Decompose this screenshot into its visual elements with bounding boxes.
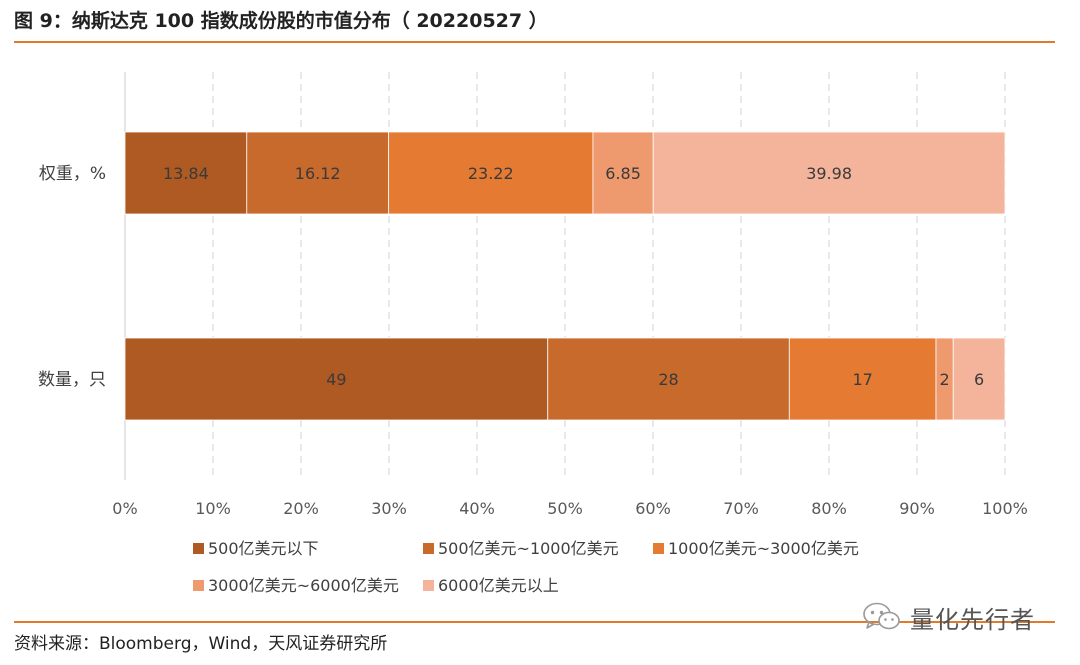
data-label: 13.84 — [163, 164, 209, 183]
legend: 500亿美元以下 500亿美元~1000亿美元 1000亿美元~3000亿美元 300… — [193, 539, 859, 595]
x-tick-label: 90% — [899, 499, 935, 518]
legend-label: 500亿美元~1000亿美元 — [438, 539, 619, 558]
data-label: 17 — [852, 370, 872, 389]
bar-segment — [652, 131, 1006, 215]
x-axis-ticks: 0% 10% 20% 30% 40% 50% 60% 70% 80% 90% 100% — [112, 499, 1028, 518]
bar-segment — [788, 337, 937, 421]
wechat-icon — [863, 602, 900, 630]
y-axis-categories: 权重，% 数量，只 — [38, 164, 106, 390]
x-tick-label: 60% — [635, 499, 671, 518]
bar-segment — [246, 131, 390, 215]
data-label: 6.85 — [605, 164, 641, 183]
legend-item: 3000亿美元~6000亿美元 — [193, 576, 399, 595]
legend-item: 1000亿美元~3000亿美元 — [653, 539, 859, 558]
legend-swatch — [423, 543, 434, 554]
legend-label: 6000亿美元以上 — [438, 576, 559, 595]
category-label: 数量，只 — [38, 370, 106, 390]
legend-item: 6000亿美元以上 — [423, 576, 559, 595]
legend-swatch — [193, 580, 204, 591]
data-label: 2 — [940, 370, 950, 389]
data-label: 28 — [658, 370, 678, 389]
source-note: 资料来源：Bloomberg，Wind，天风证券研究所 — [14, 634, 388, 654]
x-tick-label: 100% — [982, 499, 1028, 518]
bar-segment — [124, 337, 549, 421]
data-label: 49 — [326, 370, 346, 389]
bar-segment — [592, 131, 654, 215]
legend-swatch — [653, 543, 664, 554]
category-label: 权重，% — [39, 164, 106, 184]
bar-segment — [547, 337, 790, 421]
legend-label: 1000亿美元~3000亿美元 — [668, 539, 859, 558]
bar-segment — [388, 131, 594, 215]
legend-item: 500亿美元~1000亿美元 — [423, 539, 619, 558]
watermark-text: 量化先行者 — [910, 605, 1035, 634]
bar-segment — [952, 337, 1006, 421]
source-divider — [14, 621, 1055, 623]
x-tick-label: 20% — [283, 499, 319, 518]
data-label: 23.22 — [468, 164, 514, 183]
watermark: 量化先行者 — [862, 600, 1035, 634]
legend-label: 3000亿美元~6000亿美元 — [208, 576, 399, 595]
data-label: 16.12 — [295, 164, 341, 183]
legend-swatch — [193, 543, 204, 554]
title-divider — [14, 41, 1055, 43]
x-tick-label: 70% — [723, 499, 759, 518]
bar-segment — [124, 131, 248, 215]
bars: 13.84 16.12 23.22 6.85 39.98 49 28 17 2 6 — [124, 131, 1006, 421]
legend-swatch — [423, 580, 434, 591]
figure-title: 图 9：纳斯达克 100 指数成份股的市值分布（ 20220527 ） — [14, 10, 548, 32]
data-label: 6 — [974, 370, 984, 389]
x-tick-label: 50% — [547, 499, 583, 518]
x-tick-label: 0% — [112, 499, 137, 518]
x-tick-label: 80% — [811, 499, 847, 518]
legend-label: 500亿美元以下 — [208, 539, 319, 558]
x-tick-label: 40% — [459, 499, 495, 518]
legend-item: 500亿美元以下 — [193, 539, 319, 558]
x-tick-label: 10% — [195, 499, 231, 518]
x-tick-label: 30% — [371, 499, 407, 518]
data-label: 39.98 — [806, 164, 852, 183]
